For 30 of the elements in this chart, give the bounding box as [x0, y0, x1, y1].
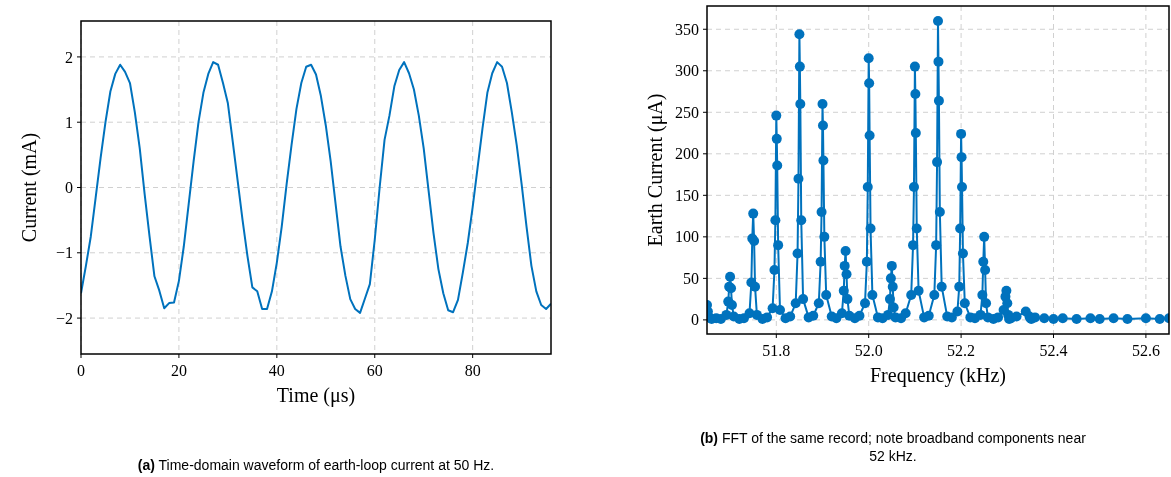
x-tick-label: 0: [77, 362, 85, 379]
y-tick-label: 0: [691, 311, 699, 329]
x-tick-label: 40: [268, 362, 285, 379]
x-tick-label: 52.2: [947, 342, 976, 359]
x-tick-label: 52.4: [1039, 342, 1068, 359]
line-series: [81, 61, 551, 314]
x-tick-label: 60: [366, 362, 383, 379]
y-tick-label: 150: [675, 186, 699, 204]
x-tick-label: 80: [464, 362, 481, 379]
text: (b) FFT of the same record; note broadband components near 52 kHz.: [700, 430, 1087, 464]
y-tick-label: 2: [65, 48, 73, 66]
x-axis-title: Time (μs): [276, 384, 356, 407]
y-tick-label: 0: [65, 179, 73, 197]
x-tick-label: 52.6: [1131, 342, 1160, 359]
x-tick-label: 51.8: [762, 342, 791, 359]
y-tick-label: 350: [675, 20, 699, 38]
y-axis-title: Current (mA): [18, 132, 41, 243]
y-tick-label: 250: [675, 103, 699, 121]
y-tick-label: 100: [675, 228, 699, 246]
y-tick-label: −2: [55, 309, 73, 327]
x-tick-label: 52.0: [854, 342, 883, 359]
y-tick-label: 200: [675, 145, 699, 163]
y-axis-title: Earth Current (μA): [644, 93, 667, 247]
y-tick-label: 1: [65, 113, 73, 131]
x-axis-title: Frequency (kHz): [869, 364, 1007, 387]
y-tick-label: 300: [675, 62, 699, 80]
x-tick-label: 20: [170, 362, 187, 379]
y-tick-label: 50: [683, 269, 699, 287]
y-tick-label: −1: [55, 244, 73, 262]
text: (a) Time-domain waveform of earth-loop current at 50 Hz.: [137, 457, 495, 473]
